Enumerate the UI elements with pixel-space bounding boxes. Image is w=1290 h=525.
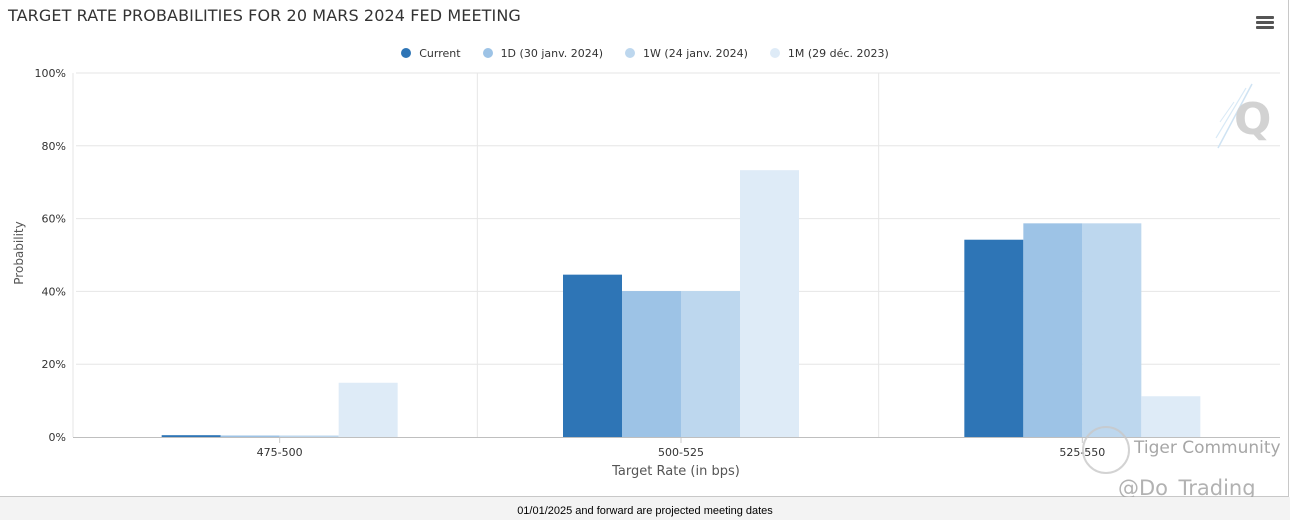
bar-1m-500-525 — [740, 170, 799, 438]
y-tick-label: 80% — [42, 140, 66, 153]
legend-marker — [401, 48, 412, 58]
y-axis-title: Probability — [12, 221, 26, 284]
q-logo-icon: Q — [1215, 83, 1271, 149]
chart-frame — [0, 0, 1289, 497]
svg-text:Q: Q — [1234, 94, 1271, 145]
bar-current-475-500 — [161, 435, 221, 437]
legend-marker — [769, 48, 780, 58]
y-tick-label: 40% — [42, 285, 66, 298]
y-tick-label: 100% — [35, 67, 66, 80]
watermark: Tiger Community @Do_Trading — [1082, 426, 1282, 506]
legend-item[interactable]: Current — [401, 44, 461, 62]
bar-chart-plot: 0%20%40%60%80%100%475-500 500-525 525-550T… — [12, 67, 1280, 479]
chart-title: TARGET RATE PROBABILITIES FOR 20 MARS 20… — [8, 6, 521, 25]
legend-marker — [625, 48, 636, 58]
legend-label: Current — [419, 46, 461, 60]
legend-label: 1W (24 janv. 2024) — [643, 46, 748, 60]
y-tick-label: 0% — [49, 431, 66, 444]
bar-1m-475-500 — [338, 382, 398, 437]
x-tick-label: 475-500 — [257, 446, 303, 459]
watermark-handle: @Do_Trading — [1118, 476, 1256, 500]
y-tick-label: 20% — [42, 358, 66, 371]
hamburger-menu-icon[interactable] — [1256, 16, 1274, 32]
bar-1w-525-550 — [1082, 223, 1142, 437]
footer-note: 01/01/2025 and forward are projected mee… — [0, 497, 1290, 520]
legend-item[interactable]: 1M (29 déc. 2023) — [769, 44, 889, 62]
x-axis-title: Target Rate (in bps) — [611, 464, 740, 479]
y-tick-label: 60% — [42, 213, 66, 226]
bar-1d-475-500 — [220, 435, 280, 437]
bar-1w-500-525 — [681, 291, 740, 437]
chart-legend: Current 1D (30 janv. 2024) 1W (24 janv. 20… — [0, 44, 1290, 62]
legend-label: 1M (29 déc. 2023) — [787, 46, 889, 60]
bar-1d-525-550 — [1023, 223, 1083, 437]
watermark-brand: Tiger Community — [1134, 438, 1281, 458]
legend-marker — [482, 48, 493, 58]
tiger-logo-icon — [1082, 426, 1130, 474]
legend-item[interactable]: 1D (30 janv. 2024) — [482, 44, 604, 62]
bar-1d-500-525 — [622, 291, 681, 437]
x-tick-label: 500-525 — [658, 446, 704, 459]
legend-item[interactable]: 1W (24 janv. 2024) — [625, 44, 748, 62]
legend-label: 1D (30 janv. 2024) — [500, 46, 604, 60]
bar-current-500-525 — [563, 274, 622, 437]
bar-1m-525-550 — [1141, 396, 1201, 437]
bar-1w-475-500 — [279, 435, 339, 437]
bar-current-525-550 — [964, 239, 1024, 437]
